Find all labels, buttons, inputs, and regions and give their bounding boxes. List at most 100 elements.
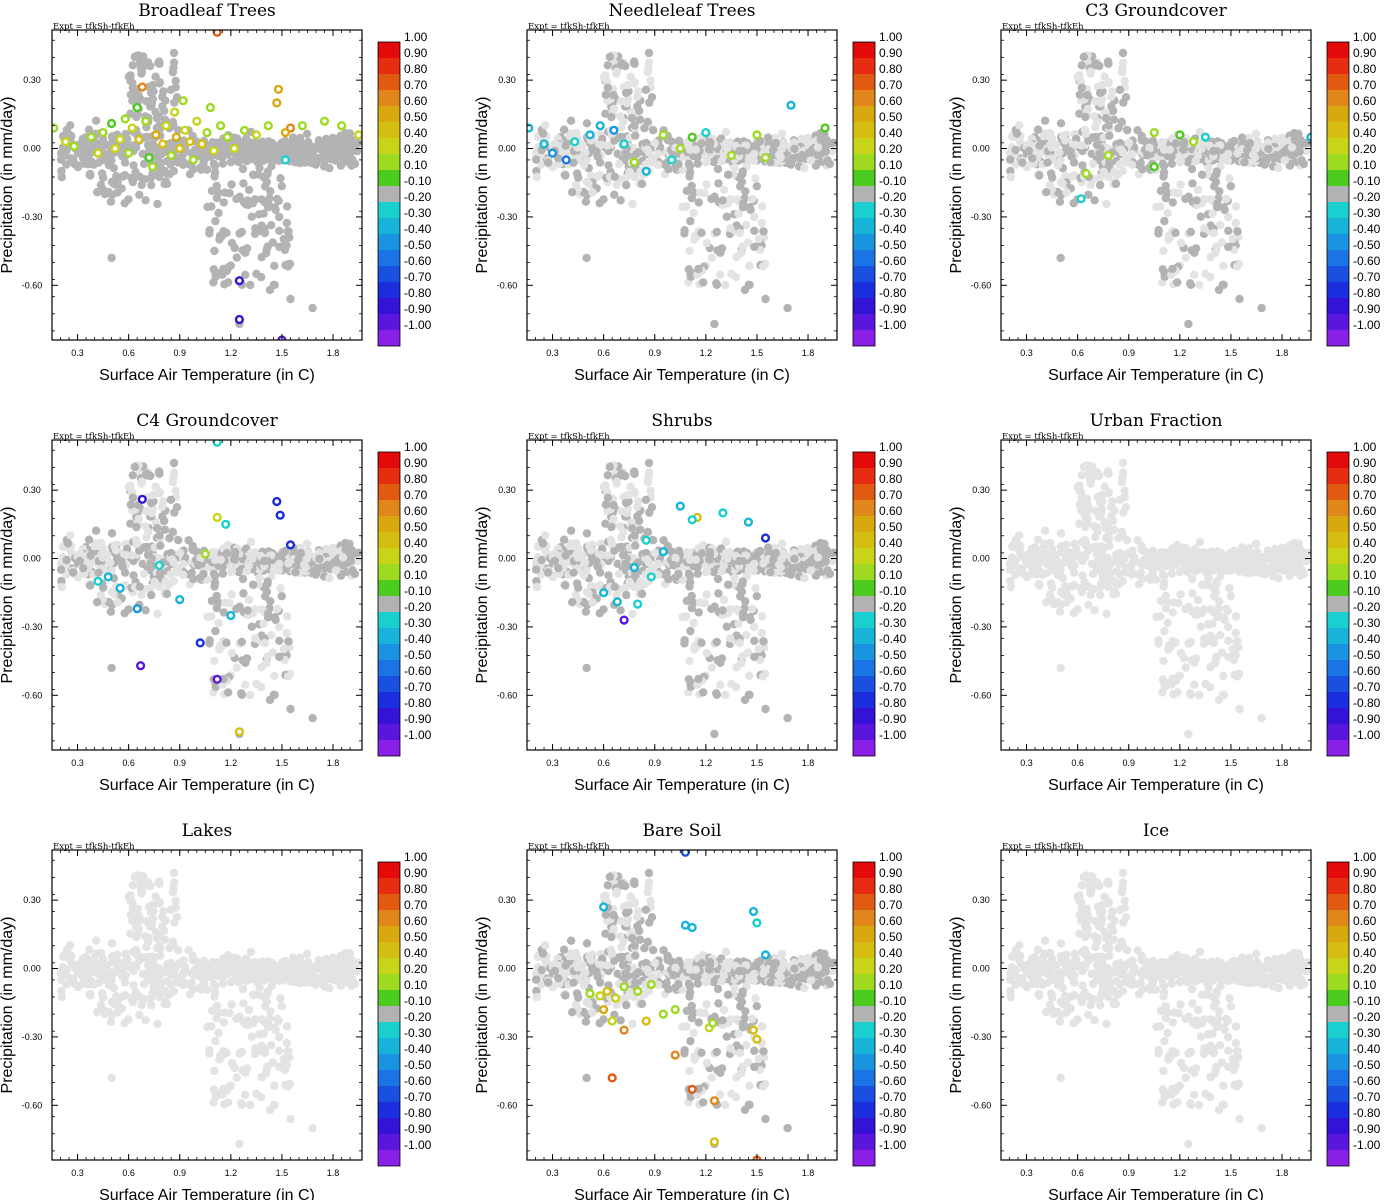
background-point (609, 500, 618, 510)
background-point (643, 67, 653, 77)
background-point (237, 689, 246, 698)
background-point (255, 163, 264, 172)
data-point (234, 314, 245, 325)
background-point (664, 164, 673, 174)
background-point (1043, 158, 1052, 167)
background-point (284, 637, 293, 646)
background-point (322, 560, 331, 570)
colorbar-swatch (1327, 218, 1349, 234)
background-point (250, 605, 260, 614)
colorbar-swatch (853, 58, 875, 74)
background-point (1223, 156, 1233, 165)
background-point (617, 59, 626, 68)
background-point (1143, 150, 1152, 160)
colorbar-swatch (378, 42, 400, 58)
colorbar-swatch (1327, 106, 1349, 122)
background-point (1274, 163, 1283, 173)
background-point (550, 556, 559, 566)
background-point (1167, 159, 1177, 168)
background-point (766, 568, 775, 577)
colorbar-label: 0.20 (1353, 142, 1377, 156)
background-point (132, 112, 141, 122)
colorbar-swatch (853, 628, 875, 644)
background-point (635, 516, 644, 526)
background-point (137, 180, 146, 190)
background-point (686, 216, 695, 226)
y-tick-label: -0.60 (497, 280, 518, 290)
background-point (654, 149, 663, 159)
y-tick-label: 0.00 (23, 554, 41, 564)
expt-label: Expt = tfkSh-tfkEh (53, 22, 135, 32)
colorbar-label: 0.40 (879, 126, 903, 140)
background-point (277, 592, 286, 601)
background-point (627, 114, 637, 123)
background-point (1168, 264, 1177, 274)
data-point (103, 572, 113, 582)
background-point (731, 682, 741, 692)
background-point (1176, 180, 1185, 189)
background-point (222, 228, 231, 237)
background-point (152, 524, 162, 533)
background-point (647, 155, 656, 165)
colorbar-swatch (853, 266, 875, 282)
background-point (175, 548, 185, 558)
background-point (1052, 140, 1061, 150)
background-point (603, 141, 612, 150)
colorbar-label: -0.10 (404, 584, 432, 598)
background-point (103, 140, 112, 150)
background-point (1187, 164, 1197, 174)
background-point (823, 548, 832, 558)
colorbar-frame (1326, 41, 1350, 347)
colorbar-label: -0.40 (879, 222, 907, 236)
background-point (805, 149, 814, 159)
background-point (1033, 125, 1043, 134)
background-point (685, 172, 694, 181)
background-point (750, 652, 759, 662)
background-point (612, 590, 621, 600)
x-tick-label: 1.5 (751, 348, 764, 358)
data-point (570, 137, 580, 147)
background-point (751, 584, 760, 593)
colorbar-label: -0.40 (404, 632, 432, 646)
background-point (1069, 199, 1078, 208)
background-point (219, 198, 228, 207)
background-point (1193, 185, 1203, 195)
background-point (237, 637, 246, 647)
background-point (543, 568, 553, 577)
background-point (128, 61, 137, 70)
background-point (86, 551, 95, 560)
background-point (621, 559, 630, 568)
x-tick-label: 0.3 (71, 758, 84, 768)
background-point (581, 558, 590, 567)
background-point (1209, 228, 1219, 238)
background-point (338, 553, 348, 562)
x-tick-label: 0.6 (1071, 348, 1084, 358)
colorbar-swatch (1327, 74, 1349, 90)
data-point (115, 583, 125, 593)
data-point (297, 121, 308, 131)
background-point (787, 156, 797, 166)
background-point (1056, 529, 1066, 538)
background-point (1187, 574, 1197, 584)
background-point (238, 574, 248, 584)
data-point (69, 141, 79, 151)
background-point (120, 199, 129, 208)
background-point (621, 88, 631, 98)
background-point (220, 598, 230, 607)
colorbar-label: -0.30 (1353, 206, 1381, 220)
background-point (1056, 119, 1066, 128)
background-point (646, 76, 655, 86)
colorbar-swatch (378, 452, 400, 468)
background-point (227, 180, 236, 189)
background-point (137, 477, 146, 486)
background-point (561, 551, 570, 560)
colorbar-label: 0.20 (404, 552, 428, 566)
data-point (197, 139, 207, 149)
colorbar-swatch (378, 484, 400, 500)
data-point (1175, 130, 1185, 140)
background-point (643, 117, 652, 127)
background-point (1297, 138, 1306, 148)
background-point (582, 119, 592, 128)
background-point (1078, 571, 1087, 580)
